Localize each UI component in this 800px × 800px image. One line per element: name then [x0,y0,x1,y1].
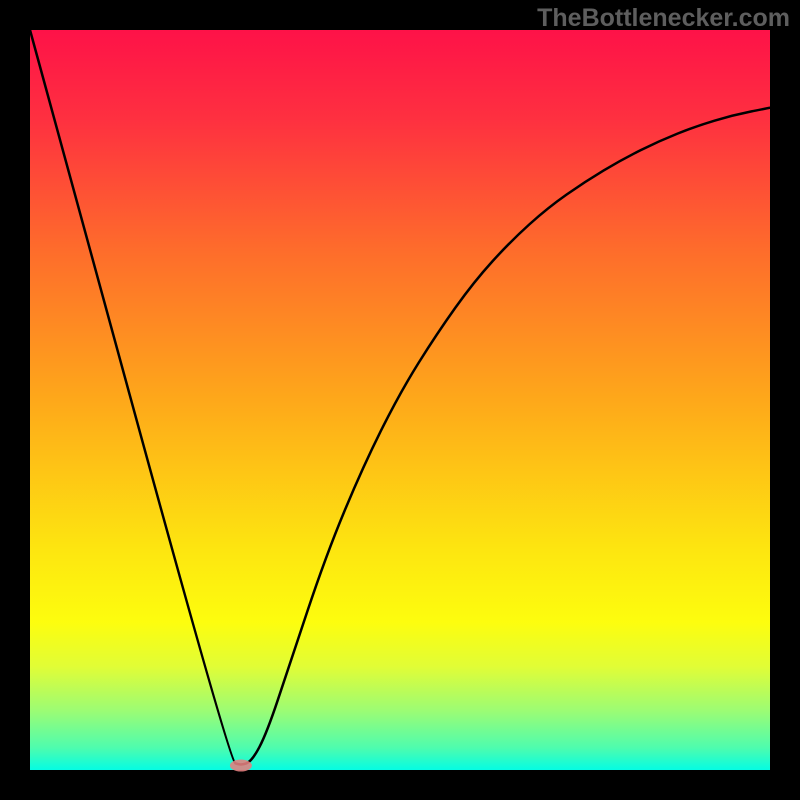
watermark-label: TheBottlenecker.com [537,4,790,33]
chart-container: TheBottlenecker.com [0,0,800,800]
minimum-marker [230,760,252,772]
chart-svg [0,0,800,800]
